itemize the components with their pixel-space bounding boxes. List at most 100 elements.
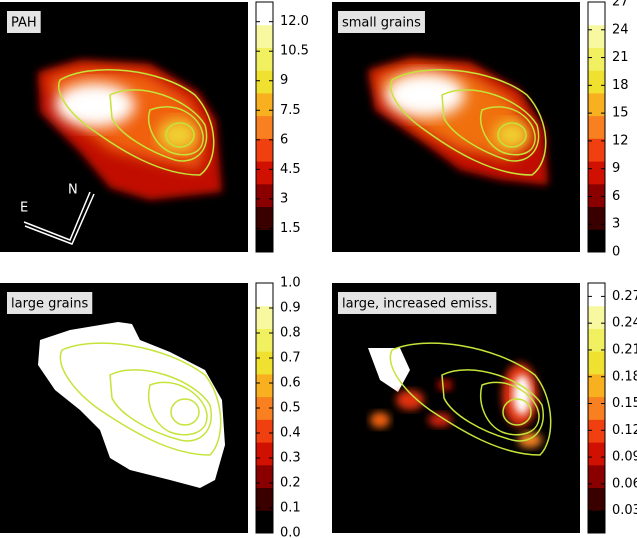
colorbar-step [588, 206, 605, 230]
colorbar-tick-label: 1.0 [280, 276, 301, 291]
colorbar-tick-label: 6 [612, 189, 620, 204]
panel-title: small grains [342, 16, 421, 31]
colorbar-step [588, 305, 605, 329]
colorbar-step [256, 47, 273, 71]
colorbar-tick-label: 21 [612, 50, 629, 65]
colorbar-step [256, 24, 273, 48]
colorbar-step [256, 419, 273, 443]
colorbar-tick-label: 0.9 [280, 301, 301, 316]
panel-title: PAH [11, 16, 37, 31]
colorbar-step [588, 419, 605, 443]
colorbar-tick-label: 7.5 [280, 103, 301, 118]
title-box [7, 292, 93, 314]
colorbar-step [256, 161, 273, 185]
colorbar-step [588, 70, 605, 94]
title-box [338, 292, 497, 314]
colorbar-frame [255, 1, 274, 253]
colorbar-tick-label: 0.12 [612, 423, 637, 438]
colorbar-tick-label: 0 [612, 245, 620, 260]
colorbar-step [256, 283, 273, 307]
colorbar-step [588, 47, 605, 71]
large-increased-map [368, 342, 552, 456]
colorbar-step [256, 464, 273, 489]
colorbar-tick-label: 27 [612, 0, 629, 10]
colorbar-tick-label: 0.3 [280, 451, 301, 466]
colorbar-step [256, 115, 273, 139]
colorbar-tick-label: 0.15 [612, 396, 637, 411]
colorbar-step [588, 510, 605, 534]
image-panels [0, 2, 580, 533]
colorbar-step [256, 510, 273, 534]
colorbar-tick-label: 0.2 [280, 476, 301, 491]
colorbar-step [588, 229, 605, 253]
colorbar-step [256, 396, 273, 420]
colorbar-step [588, 464, 605, 489]
colorbar-tick-label: 10.5 [280, 44, 309, 59]
colorbar-tick-label: 9 [612, 161, 620, 176]
colorbar-tick-label: 0.1 [280, 501, 301, 516]
colorbar-tick-label: 12 [612, 133, 629, 148]
colorbar-frame [587, 1, 606, 253]
colorbar-tick-label: 0.8 [280, 326, 301, 341]
colorbar-step [588, 161, 605, 185]
colorbar-step [256, 442, 273, 466]
colorbar-tick-label: 0.24 [612, 316, 637, 331]
colorbar-step [588, 351, 605, 375]
colorbar-step [256, 229, 273, 253]
colorbar-step [256, 487, 273, 511]
colorbar-step [588, 2, 605, 26]
colorbar-step [256, 351, 273, 375]
annotation: N [68, 183, 78, 198]
colorbar-tick-label: 0.6 [280, 376, 301, 391]
colorbar-tick-label: 0.27 [612, 289, 637, 304]
colorbar-step [256, 2, 273, 26]
colorbar-tick-label: 0.18 [612, 369, 637, 384]
colorbar-step [588, 138, 605, 162]
colorbar-step [588, 442, 605, 466]
colorbar-step [256, 183, 273, 208]
colorbar-tick-label: 3 [280, 191, 288, 206]
colorbar-frame [587, 282, 606, 534]
large-grains-map [38, 322, 225, 488]
colorbar-step [256, 138, 273, 162]
pah-map [38, 60, 222, 200]
colorbar-tick-label: 6 [280, 132, 288, 147]
colorbar-tick-label: 0.0 [280, 526, 301, 538]
colorbar-step [588, 487, 605, 511]
colorbar-tick-label: 12.0 [280, 14, 309, 29]
colorbar-step [588, 283, 605, 307]
colorbar-step [588, 24, 605, 48]
colorbar-tick-label: 1.5 [280, 221, 301, 236]
colorbar-step [256, 328, 273, 352]
colorbar-step [588, 183, 605, 208]
small-grains-map [368, 58, 548, 185]
colorbar-tick-label: 3 [612, 217, 620, 232]
panel-title: large grains [11, 297, 88, 312]
colorbar-tick-label: 0.4 [280, 426, 301, 441]
colorbar-tick-label: 0.21 [612, 342, 637, 357]
colorbar-step [588, 115, 605, 139]
colorbar-tick-label: 24 [612, 22, 629, 37]
compass [23, 191, 95, 245]
colorbar-tick-label: 15 [612, 106, 629, 121]
title-box [7, 11, 41, 33]
colorbar-step [256, 206, 273, 230]
colorbar-step [588, 328, 605, 352]
annotation: E [20, 201, 28, 216]
image-bg [332, 283, 580, 533]
colorbar-step [588, 92, 605, 117]
colorbar-tick-label: 18 [612, 78, 629, 93]
colorbar-step [588, 373, 605, 398]
colorbar-step [256, 373, 273, 398]
colorbar-tick-label: 0.09 [612, 450, 637, 465]
panel-title: large, increased emiss. [342, 297, 492, 312]
title-box [338, 11, 425, 33]
colorbar-step [256, 70, 273, 94]
colorbar-tick-label: 9 [280, 73, 288, 88]
colorbar-step [256, 305, 273, 329]
colorbar-tick-label: 0.03 [612, 503, 637, 518]
colorbar-tick-label: 0.7 [280, 351, 301, 366]
colorbar-tick-label: 0.06 [612, 476, 637, 491]
colorbar-step [256, 92, 273, 117]
